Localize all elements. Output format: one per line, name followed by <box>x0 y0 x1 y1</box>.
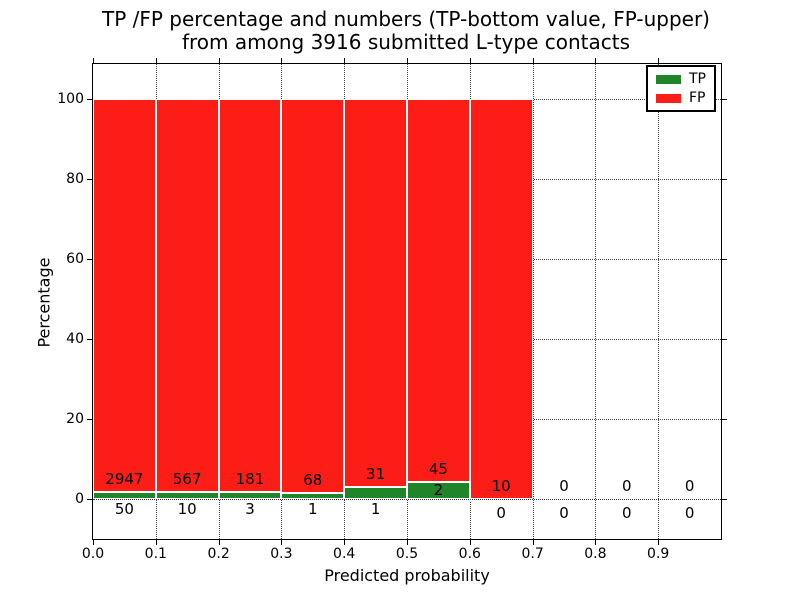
gridline-vertical <box>595 64 597 539</box>
legend-swatch-fp <box>656 93 681 103</box>
legend-entry: FP <box>656 91 706 105</box>
legend-label-tp: TP <box>689 71 706 87</box>
y-tick-left <box>87 99 92 100</box>
gridline-vertical <box>532 64 534 539</box>
bar-fp <box>344 99 407 487</box>
y-tick-left <box>87 419 92 420</box>
x-tick-label: 0.7 <box>521 546 544 562</box>
x-tick-label: 0.5 <box>395 546 419 562</box>
fp-count-label: 0 <box>559 477 569 495</box>
bar-tp <box>155 492 219 499</box>
fp-count-label: 45 <box>428 459 448 478</box>
x-tick-bottom <box>469 540 471 545</box>
bar-tp <box>407 481 470 499</box>
x-tick-label: 0.0 <box>81 546 105 562</box>
y-tick-right <box>722 99 727 100</box>
chart-title-line1: TP /FP percentage and numbers (TP-bottom… <box>102 7 710 31</box>
tp-count-label: 1 <box>370 500 381 518</box>
y-tick-label: 80 <box>66 171 84 187</box>
y-tick-left <box>87 259 92 260</box>
y-axis-label: Percentage <box>34 257 54 348</box>
bar-tp <box>281 493 345 499</box>
x-tick-top <box>658 58 660 63</box>
x-tick-bottom <box>595 540 597 545</box>
bar-tp <box>93 492 156 499</box>
bar-fp <box>155 99 219 493</box>
y-tick-label: 60 <box>66 251 84 267</box>
y-tick-label: 100 <box>57 91 84 107</box>
bar-fp <box>469 99 533 499</box>
fp-count-label: 0 <box>622 477 632 495</box>
tp-count-label: 3 <box>245 500 255 518</box>
gridline-vertical <box>658 64 660 539</box>
fp-count-label: 181 <box>235 470 265 489</box>
fp-count-label: 567 <box>172 470 202 489</box>
y-tick-left <box>87 499 92 500</box>
bar-tp <box>218 492 282 499</box>
y-tick-label: 0 <box>75 491 84 507</box>
x-tick-label: 0.8 <box>584 546 607 562</box>
x-tick-label: 0.3 <box>270 546 293 562</box>
tp-count-label: 1 <box>308 500 318 518</box>
y-tick-label: 20 <box>66 411 84 427</box>
x-tick-bottom <box>344 540 346 545</box>
bar-fp <box>93 99 156 493</box>
fp-count-label: 0 <box>684 477 695 495</box>
tp-count-label: 0 <box>622 504 632 522</box>
tp-count-label: 10 <box>177 500 197 518</box>
bar-fp <box>281 99 345 494</box>
tp-count-label: 0 <box>684 504 695 522</box>
x-tick-bottom <box>218 540 220 545</box>
bar-tp <box>344 486 407 499</box>
legend-entry: TP <box>656 72 706 86</box>
tp-count-label: 0 <box>496 504 506 522</box>
x-tick-top <box>595 58 597 63</box>
y-tick-right <box>722 419 727 420</box>
y-tick-left <box>87 179 92 180</box>
x-tick-bottom <box>658 540 660 545</box>
x-tick-top <box>155 58 157 63</box>
chart-title-line2: from among 3916 submitted L-type contact… <box>181 30 631 54</box>
x-tick-label: 0.6 <box>458 546 481 562</box>
chart-title: TP /FP percentage and numbers (TP-bottom… <box>0 8 800 54</box>
tp-count-label: 2 <box>433 481 444 500</box>
x-tick-top <box>407 58 408 63</box>
x-tick-bottom <box>155 540 157 545</box>
x-tick-top <box>281 58 283 63</box>
y-tick-label: 40 <box>66 331 84 347</box>
x-tick-top <box>344 58 346 63</box>
x-tick-bottom <box>532 540 534 545</box>
tp-count-label: 50 <box>114 500 134 518</box>
x-tick-top <box>532 58 534 63</box>
y-tick-right <box>722 499 727 500</box>
fp-count-label: 31 <box>366 464 386 483</box>
fp-count-label: 2947 <box>105 470 144 489</box>
x-tick-top <box>218 58 220 63</box>
zero-gridline <box>93 499 721 500</box>
y-tick-right <box>722 179 727 180</box>
x-tick-bottom <box>281 540 283 545</box>
legend: TP FP <box>646 65 716 112</box>
x-tick-label: 0.1 <box>144 546 167 562</box>
x-tick-label: 0.4 <box>333 546 356 562</box>
bar-fp <box>218 99 282 493</box>
x-tick-top <box>469 58 471 63</box>
x-tick-label: 0.9 <box>647 546 670 562</box>
y-tick-right <box>722 259 727 260</box>
legend-swatch-tp <box>656 74 681 84</box>
y-tick-left <box>87 339 92 340</box>
bar-fp <box>407 99 470 482</box>
x-tick-label: 0.2 <box>207 546 230 562</box>
x-tick-bottom <box>407 540 408 545</box>
x-tick-top <box>93 58 94 63</box>
tp-count-label: 0 <box>559 504 569 522</box>
x-axis-label: Predicted probability <box>324 566 490 585</box>
y-tick-right <box>722 339 727 340</box>
fp-count-label: 10 <box>491 477 511 495</box>
x-tick-bottom <box>93 540 94 545</box>
fp-count-label: 68 <box>303 471 323 490</box>
plot-area: 2947 50 567 10 181 3 68 1 31 1 45 2 10 0 0 0 0 0 0 0 <box>92 63 722 540</box>
legend-label-fp: FP <box>689 90 706 106</box>
